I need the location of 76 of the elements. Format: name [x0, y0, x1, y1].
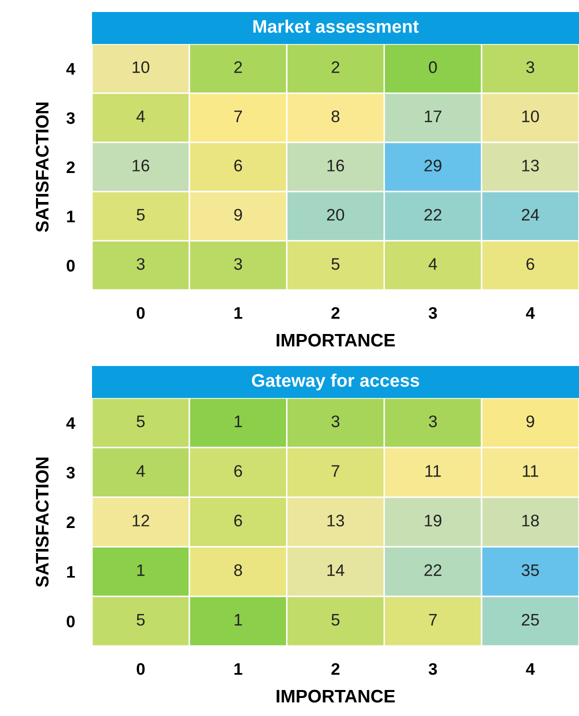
- data-label: 9: [234, 208, 242, 221]
- y-axis-title: SATISFACTION: [36, 458, 49, 588]
- x-tick-label: 1: [234, 307, 242, 319]
- data-label: 1: [137, 564, 145, 576]
- data-label: 0: [428, 61, 437, 74]
- x-axis-title: IMPORTANCE: [276, 690, 395, 703]
- x-tick-label: 4: [526, 663, 535, 675]
- y-tick-label: 1: [67, 566, 75, 578]
- data-label: 13: [522, 160, 539, 172]
- data-label: 8: [234, 564, 242, 576]
- data-label: 10: [522, 110, 539, 122]
- data-label: 5: [136, 416, 145, 428]
- data-label: 5: [332, 614, 340, 626]
- data-label: 2: [234, 61, 242, 73]
- data-label: 29: [424, 160, 442, 172]
- data-label: 7: [332, 465, 340, 477]
- data-label: 12: [132, 514, 150, 526]
- data-label: 3: [332, 415, 340, 428]
- data-label: 3: [136, 258, 145, 270]
- y-tick-label: 0: [66, 616, 75, 628]
- data-label: 19: [424, 514, 442, 526]
- data-label: 4: [136, 465, 145, 477]
- data-label: 20: [327, 208, 344, 221]
- data-label: 5: [136, 209, 145, 221]
- x-tick-label: 1: [234, 663, 242, 675]
- data-label: 16: [132, 160, 150, 172]
- y-tick-label: 4: [66, 417, 76, 429]
- data-label: 14: [328, 564, 344, 576]
- y-tick-label: 2: [66, 161, 75, 174]
- data-label: 3: [526, 61, 534, 74]
- data-label: 16: [328, 160, 344, 172]
- y-tick-label: 1: [67, 210, 75, 222]
- data-label: 25: [522, 614, 539, 626]
- data-label: 22: [424, 564, 442, 576]
- data-label: 9: [526, 415, 534, 428]
- x-tick-label: 3: [428, 663, 437, 675]
- data-label: 6: [234, 160, 242, 172]
- data-label: 7: [234, 110, 242, 122]
- data-label: 24: [522, 208, 540, 221]
- x-tick-label: 0: [136, 307, 145, 319]
- data-label: 4: [428, 258, 438, 270]
- y-tick-label: 3: [66, 466, 75, 479]
- data-label: 4: [136, 110, 145, 122]
- x-tick-label: 2: [331, 663, 340, 675]
- data-label: 11: [426, 465, 441, 477]
- data-label: 10: [132, 61, 150, 74]
- y-tick-label: 4: [66, 63, 76, 75]
- data-label: 7: [429, 614, 437, 626]
- x-tick-label: 2: [331, 307, 340, 319]
- data-label: 13: [328, 514, 344, 526]
- data-label: 6: [526, 258, 534, 270]
- data-label: 3: [234, 258, 242, 270]
- data-label: 18: [522, 514, 539, 526]
- data-label: 8: [332, 110, 340, 122]
- y-tick-label: 0: [66, 260, 75, 272]
- x-tick-label: 3: [428, 307, 437, 319]
- data-label: 2: [332, 61, 340, 73]
- x-tick-label: 0: [136, 663, 145, 675]
- data-label: 6: [234, 514, 242, 526]
- data-label: 5: [136, 614, 145, 626]
- data-label: 22: [424, 208, 442, 221]
- data-label: 3: [428, 415, 437, 428]
- y-axis-title: SATISFACTION: [36, 102, 49, 232]
- y-tick-label: 2: [66, 516, 75, 528]
- x-tick-label: 4: [526, 307, 535, 319]
- data-label: 6: [234, 465, 242, 477]
- data-label: 11: [522, 465, 538, 477]
- data-label: 1: [234, 416, 242, 428]
- data-label: 1: [234, 614, 242, 626]
- y-tick-label: 3: [66, 112, 75, 124]
- data-label: 17: [424, 110, 442, 122]
- data-label: 35: [522, 564, 539, 576]
- chart-title: Gateway for access: [252, 374, 420, 390]
- chart-title: Market assessment: [253, 20, 419, 33]
- data-label: 5: [332, 258, 340, 270]
- x-axis-title: IMPORTANCE: [276, 334, 395, 347]
